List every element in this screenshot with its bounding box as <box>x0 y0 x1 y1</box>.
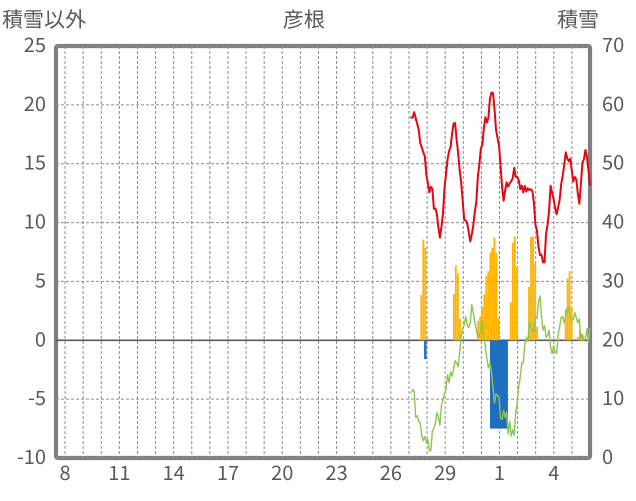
svg-text:70: 70 <box>602 29 624 58</box>
svg-text:60: 60 <box>602 88 624 117</box>
svg-text:8: 8 <box>59 457 70 486</box>
svg-text:29: 29 <box>434 457 456 486</box>
svg-text:-5: -5 <box>28 382 46 411</box>
svg-text:0: 0 <box>35 323 46 352</box>
svg-text:10: 10 <box>602 382 624 411</box>
svg-text:10: 10 <box>24 206 46 235</box>
svg-text:30: 30 <box>602 264 624 293</box>
svg-text:50: 50 <box>602 147 624 176</box>
svg-text:1: 1 <box>494 457 505 486</box>
svg-text:-10: -10 <box>17 441 46 470</box>
svg-text:40: 40 <box>602 206 624 235</box>
svg-text:0: 0 <box>602 441 613 470</box>
svg-text:20: 20 <box>271 457 293 486</box>
svg-text:14: 14 <box>163 457 185 486</box>
svg-text:11: 11 <box>108 457 130 486</box>
svg-text:23: 23 <box>325 457 347 486</box>
svg-text:17: 17 <box>217 457 239 486</box>
svg-text:15: 15 <box>24 147 46 176</box>
svg-text:20: 20 <box>602 323 624 352</box>
svg-text:26: 26 <box>380 457 402 486</box>
svg-text:20: 20 <box>24 88 46 117</box>
svg-text:4: 4 <box>548 457 559 486</box>
svg-text:5: 5 <box>35 264 46 293</box>
